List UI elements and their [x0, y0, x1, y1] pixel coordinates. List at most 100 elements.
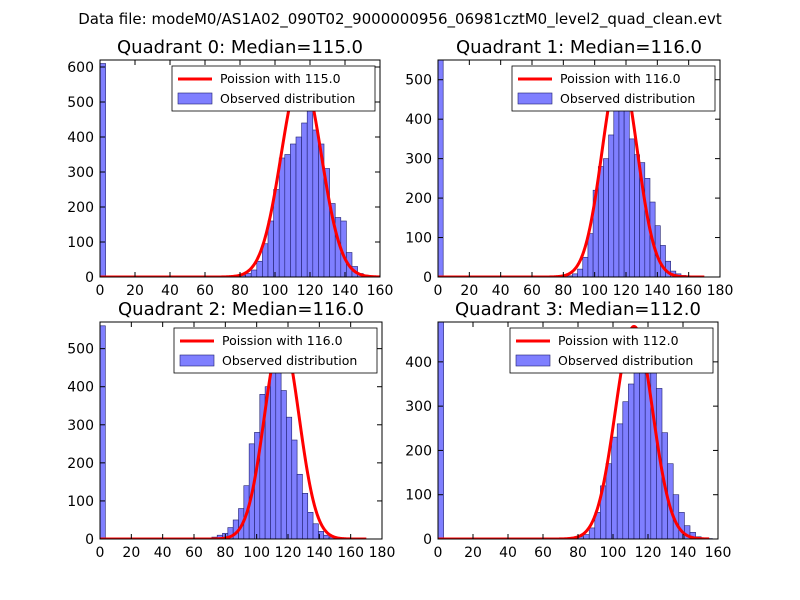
histogram-bar: [577, 268, 584, 277]
subplot-quadrant-0: Quadrant 0: Median=115.0 0 20 40 60 80 100 120 1…: [67, 37, 393, 299]
histogram-bar: [650, 365, 657, 539]
x-tick-label: 80: [231, 283, 249, 299]
subplot-grid: Quadrant 0: Median=115.00 20 40 60 80 100 120 1…: [67, 37, 733, 561]
x-tick-label: 20: [460, 283, 478, 299]
y-tick-label: 0: [423, 532, 432, 548]
x-tick-label: 20: [126, 283, 144, 299]
histogram-bar: [613, 107, 620, 277]
x-tick-label: 40: [154, 545, 172, 561]
subplot-title: Quadrant 0: Median=115.0: [117, 37, 363, 58]
x-tick-label: 100: [581, 283, 608, 299]
histogram-bar: [280, 390, 287, 539]
histogram-bar: [100, 325, 106, 539]
x-tick-label: 100: [243, 545, 270, 561]
y-tick-label: 400: [67, 380, 94, 396]
x-tick-label: 100: [600, 545, 627, 561]
y-tick-label: 300: [67, 165, 94, 181]
y-tick-label: 200: [405, 443, 432, 459]
histogram-bar: [275, 352, 282, 539]
histogram-bar: [301, 122, 308, 277]
legend-poisson-label: Poission with 116.0: [560, 71, 681, 86]
histogram-bar: [587, 233, 594, 277]
histogram-bar: [262, 243, 269, 277]
poisson-curve: [438, 324, 711, 539]
x-tick-label: 120: [635, 545, 662, 561]
legend-patch-swatch: [517, 92, 553, 105]
histogram-bar: [597, 166, 604, 277]
histogram-bar: [250, 269, 258, 277]
y-tick-label: 100: [67, 494, 94, 510]
legend: Poission with 116.0 Observed distribution: [511, 65, 716, 112]
histogram-bar: [603, 158, 609, 277]
y-tick-label: 100: [405, 231, 432, 247]
x-tick-label: 0: [96, 545, 105, 561]
histogram-bar: [312, 523, 319, 539]
x-tick-label: 40: [499, 545, 517, 561]
histogram-bar: [616, 423, 624, 539]
figure-suptitle: Data file: modeM0/AS1A02_090T02_90000009…: [78, 10, 722, 29]
y-tick-label: 100: [67, 235, 94, 251]
legend: Poission with 115.0 Observed distribution: [171, 65, 376, 112]
poisson-curve: [438, 66, 706, 277]
x-tick-label: 20: [464, 545, 482, 561]
histogram-bar: [312, 129, 319, 277]
x-tick-label: 0: [434, 283, 443, 299]
x-tick-label: 160: [675, 283, 702, 299]
y-tick-label: 0: [85, 532, 94, 548]
y-tick-label: 200: [405, 191, 432, 207]
histogram-bar: [438, 322, 444, 539]
histogram-bar: [678, 512, 685, 539]
plot-area: [438, 60, 706, 277]
subplot-title: Quadrant 3: Median=112.0: [455, 299, 701, 320]
x-tick-label: 80: [216, 545, 234, 561]
histogram-bar: [622, 401, 629, 539]
legend: Poission with 116.0 Observed distribution: [173, 327, 378, 374]
x-tick-label: 140: [644, 283, 671, 299]
legend-poisson-label: Poission with 112.0: [558, 333, 679, 348]
y-tick-label: 500: [405, 73, 432, 89]
x-tick-label: 140: [670, 545, 697, 561]
y-tick-label: 200: [67, 200, 94, 216]
legend: Poission with 112.0 Observed distribution: [509, 327, 714, 374]
x-tick-label: 60: [534, 545, 552, 561]
y-tick-label: 300: [405, 152, 432, 168]
x-tick-label: 120: [613, 283, 640, 299]
histogram-bar: [623, 91, 630, 277]
histogram-bar: [628, 138, 635, 277]
histogram-bar: [438, 60, 444, 277]
y-tick-label: 500: [67, 342, 94, 358]
x-tick-label: 140: [306, 545, 333, 561]
x-tick-label: 60: [185, 545, 203, 561]
x-tick-label: 60: [523, 283, 541, 299]
poisson-curve: [100, 333, 368, 539]
histogram-bar: [583, 534, 590, 539]
x-tick-label: 180: [369, 545, 396, 561]
y-tick-label: 300: [405, 399, 432, 415]
histogram-bar: [267, 220, 274, 277]
x-tick-label: 0: [434, 545, 443, 561]
x-tick-label: 140: [332, 283, 359, 299]
axes-frame: [437, 59, 721, 278]
y-tick-label: 0: [423, 270, 432, 286]
subplot-quadrant-3: Quadrant 3: Median=112.0 0 20 40 60 80 100 120 1…: [405, 299, 731, 561]
histogram-bar: [628, 383, 635, 539]
y-tick-label: 400: [405, 112, 432, 128]
histogram-bar: [296, 473, 303, 539]
subplot-title: Quadrant 1: Median=116.0: [456, 37, 702, 58]
histogram-bar: [284, 154, 291, 277]
x-tick-label: 180: [707, 283, 734, 299]
x-tick-label: 20: [122, 545, 140, 561]
histogram-bar: [323, 534, 330, 539]
histogram-bar: [100, 63, 106, 277]
legend-patch-swatch: [179, 354, 215, 367]
histogram-bar: [290, 143, 297, 277]
legend-hist-label: Observed distribution: [558, 353, 693, 368]
histogram-bar: [307, 512, 314, 539]
x-tick-label: 60: [196, 283, 214, 299]
y-tick-label: 400: [405, 355, 432, 371]
x-tick-label: 0: [96, 283, 105, 299]
histogram-bar: [302, 493, 309, 539]
histogram-bar: [278, 157, 286, 277]
histogram-bar: [295, 136, 302, 277]
